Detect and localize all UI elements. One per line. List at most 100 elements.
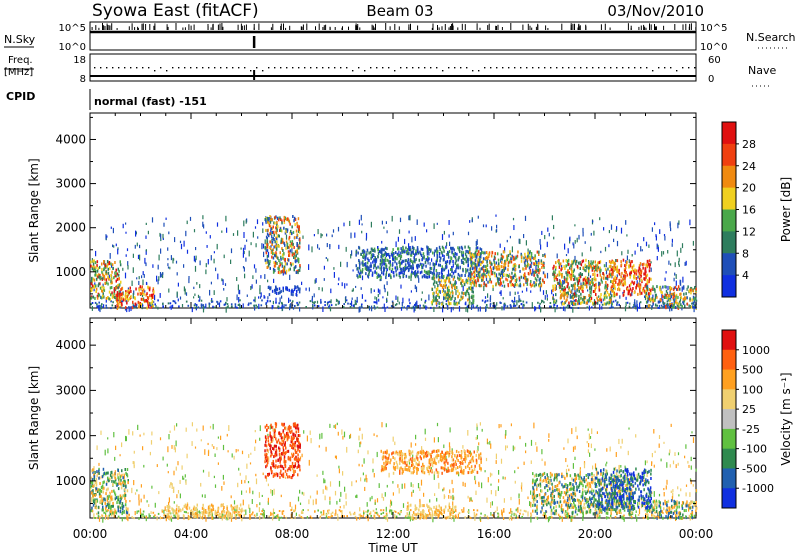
range-gate-cell — [537, 265, 539, 269]
range-gate-cell — [301, 453, 303, 458]
range-gate-cell — [475, 281, 477, 285]
range-gate-cell — [485, 224, 487, 228]
range-gate-cell — [149, 451, 151, 456]
range-gate-cell — [638, 306, 640, 309]
range-gate-cell — [438, 255, 441, 259]
range-gate-cell — [605, 276, 607, 280]
range-gate-cell — [358, 463, 360, 467]
range-gate-cell — [438, 482, 440, 489]
range-gate-cell — [600, 471, 602, 474]
range-gate-cell — [409, 258, 412, 262]
range-gate-cell — [542, 264, 545, 267]
range-gate-cell — [488, 270, 490, 274]
range-gate-cell — [538, 305, 541, 308]
range-gate-cell — [329, 306, 332, 312]
range-gate-cell — [444, 285, 447, 289]
range-gate-cell — [489, 275, 491, 279]
range-gate-cell — [509, 280, 511, 284]
range-gate-cell — [375, 266, 378, 270]
range-gate-cell — [692, 305, 694, 309]
range-gate-cell — [436, 286, 439, 290]
range-gate-cell — [286, 242, 289, 246]
range-gate-cell — [338, 468, 340, 474]
range-gate-cell — [96, 296, 99, 300]
range-gate-cell — [597, 266, 600, 270]
range-gate-cell — [467, 274, 470, 278]
range-gate-cell — [98, 293, 101, 297]
range-gate-cell — [289, 299, 291, 302]
range-gate-cell — [160, 233, 162, 239]
range-gate-cell — [656, 256, 658, 261]
range-gate-cell — [275, 247, 278, 251]
range-gate-cell — [481, 273, 483, 277]
range-gate-cell — [275, 230, 277, 234]
range-gate-cell — [478, 250, 480, 254]
range-gate-cell — [613, 261, 615, 265]
range-gate-cell — [430, 267, 433, 270]
range-gate-cell — [666, 305, 669, 308]
range-gate-cell — [226, 306, 229, 309]
range-gate-cell — [267, 296, 269, 300]
range-gate-cell — [130, 289, 132, 293]
range-gate-cell — [531, 272, 533, 276]
range-gate-cell — [478, 483, 480, 488]
range-gate-cell — [256, 504, 258, 508]
range-gate-cell — [337, 431, 339, 436]
range-gate-cell — [420, 247, 423, 251]
range-gate-cell — [473, 283, 475, 287]
range-gate-cell — [374, 262, 376, 266]
range-gate-cell — [582, 298, 584, 302]
range-gate-cell — [268, 222, 270, 226]
range-gate-cell — [379, 274, 381, 278]
range-gate-cell — [434, 263, 436, 267]
range-gate-cell — [526, 287, 528, 292]
range-gate-cell — [486, 438, 488, 445]
range-gate-cell — [324, 495, 326, 501]
range-gate-cell — [137, 254, 140, 260]
nave-dot — [472, 70, 474, 72]
range-gate-cell — [232, 233, 235, 236]
range-gate-cell — [419, 252, 422, 256]
range-gate-cell — [621, 271, 623, 275]
range-gate-cell — [409, 266, 411, 269]
range-gate-cell — [255, 279, 257, 284]
range-gate-cell — [592, 290, 595, 293]
range-gate-cell — [374, 301, 377, 304]
range-gate-cell — [423, 305, 426, 308]
range-gate-cell — [186, 453, 188, 459]
range-gate-cell — [640, 269, 643, 273]
range-gate-cell — [314, 301, 316, 304]
range-gate-cell — [575, 299, 577, 303]
range-gate-cell — [268, 218, 270, 222]
range-gate-cell — [432, 299, 435, 303]
range-gate-cell — [570, 275, 573, 279]
range-gate-cell — [500, 257, 502, 261]
range-gate-cell — [631, 289, 633, 293]
range-gate-cell — [267, 265, 269, 269]
range-gate-cell — [185, 230, 187, 237]
range-gate-cell — [535, 262, 537, 265]
range-gate-cell — [447, 269, 450, 275]
range-gate-cell — [452, 231, 454, 236]
range-gate-cell — [540, 284, 543, 288]
range-gate-cell — [138, 500, 140, 506]
range-gate-cell — [287, 246, 289, 250]
range-gate-cell — [439, 259, 441, 263]
range-gate-cell — [250, 286, 252, 291]
range-gate-cell — [609, 270, 611, 274]
range-gate-cell — [286, 228, 289, 232]
range-gate-cell — [528, 266, 531, 270]
range-gate-cell — [141, 304, 144, 307]
range-gate-cell — [359, 507, 361, 512]
range-gate-cell — [574, 255, 576, 262]
range-gate-cell — [120, 297, 123, 301]
range-gate-cell — [327, 258, 329, 262]
range-gate-cell — [480, 260, 483, 264]
nave-dot — [664, 67, 666, 69]
range-gate-cell — [686, 302, 689, 306]
range-gate-cell — [457, 266, 460, 270]
nave-dot — [316, 67, 318, 69]
nave-dot — [328, 67, 330, 69]
range-gate-cell — [292, 469, 294, 474]
range-gate-cell — [612, 273, 614, 277]
